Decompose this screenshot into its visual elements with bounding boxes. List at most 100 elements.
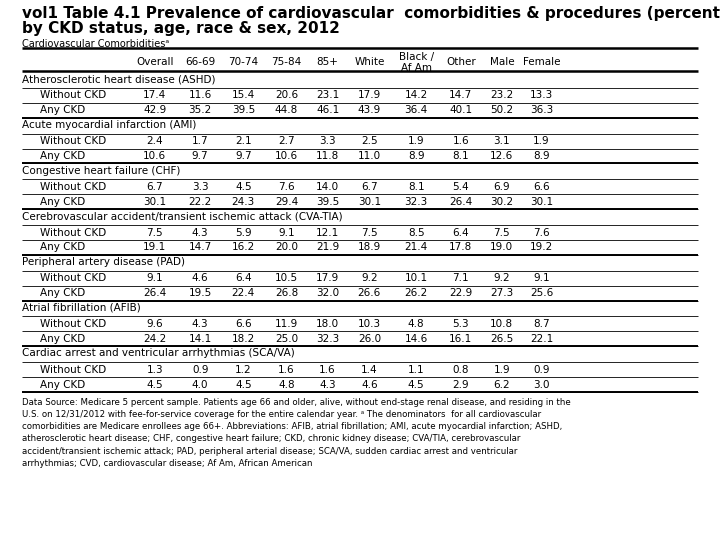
Text: Cerebrovascular accident/transient ischemic attack (CVA-TIA): Cerebrovascular accident/transient ische…: [22, 211, 342, 221]
Text: 17.9: 17.9: [316, 273, 339, 283]
Text: 5.4: 5.4: [452, 182, 469, 192]
Text: 24.3: 24.3: [232, 197, 255, 207]
Text: 9.7: 9.7: [192, 151, 209, 161]
Text: 36.4: 36.4: [405, 105, 428, 115]
Text: 21.4: 21.4: [405, 242, 428, 252]
Text: 1.2: 1.2: [235, 364, 252, 375]
Text: 27.3: 27.3: [490, 288, 513, 298]
Text: 36.3: 36.3: [530, 105, 553, 115]
Text: 2.7: 2.7: [278, 136, 295, 146]
Text: 50.2: 50.2: [490, 105, 513, 115]
Text: Vol 1, CKD, Ch 4: Vol 1, CKD, Ch 4: [303, 513, 417, 526]
Text: Atrial fibrillation (AFIB): Atrial fibrillation (AFIB): [22, 303, 140, 313]
Text: 14.6: 14.6: [405, 334, 428, 344]
Text: Cardiovascular Comorbiditiesᵃ: Cardiovascular Comorbiditiesᵃ: [22, 39, 168, 49]
Text: 4.3: 4.3: [192, 227, 209, 238]
Text: 25.6: 25.6: [530, 288, 553, 298]
Text: 6.7: 6.7: [146, 182, 163, 192]
Text: 35.2: 35.2: [189, 105, 212, 115]
Text: 4.8: 4.8: [408, 319, 425, 329]
Text: 8.9: 8.9: [408, 151, 425, 161]
Text: 39.5: 39.5: [316, 197, 339, 207]
Text: 10.6: 10.6: [275, 151, 298, 161]
Text: Without CKD: Without CKD: [40, 90, 106, 100]
Text: 4.5: 4.5: [235, 380, 252, 389]
Text: Cardiac arrest and ventricular arrhythmias (SCA/VA): Cardiac arrest and ventricular arrhythmi…: [22, 348, 294, 359]
Text: Any CKD: Any CKD: [40, 288, 85, 298]
Text: 4.6: 4.6: [361, 380, 378, 389]
Text: 10.1: 10.1: [405, 273, 428, 283]
Text: 7.6: 7.6: [278, 182, 295, 192]
Text: Female: Female: [523, 57, 560, 67]
Text: Data Source: Medicare 5 percent sample. Patients age 66 and older, alive, withou: Data Source: Medicare 5 percent sample. …: [22, 398, 570, 468]
Text: USRDS: USRDS: [17, 509, 69, 522]
Text: Any CKD: Any CKD: [40, 380, 85, 389]
Text: Af Am: Af Am: [400, 63, 432, 73]
Text: 9.1: 9.1: [533, 273, 550, 283]
Text: 22.4: 22.4: [232, 288, 255, 298]
Text: 23.2: 23.2: [490, 90, 513, 100]
Text: 9.1: 9.1: [278, 227, 295, 238]
Text: 32.3: 32.3: [316, 334, 339, 344]
Text: 1.4: 1.4: [361, 364, 378, 375]
Text: 1.6: 1.6: [319, 364, 336, 375]
Text: 14.7: 14.7: [449, 90, 472, 100]
Text: Without CKD: Without CKD: [40, 273, 106, 283]
Text: 18.2: 18.2: [232, 334, 255, 344]
Text: 20.0: 20.0: [275, 242, 298, 252]
Text: 3.1: 3.1: [493, 136, 510, 146]
Text: 9.1: 9.1: [146, 273, 163, 283]
Text: Any CKD: Any CKD: [40, 334, 85, 344]
Text: 20.6: 20.6: [275, 90, 298, 100]
Text: 13.3: 13.3: [530, 90, 553, 100]
Text: 18.0: 18.0: [316, 319, 339, 329]
Text: 10.8: 10.8: [490, 319, 513, 329]
Text: 22.9: 22.9: [449, 288, 472, 298]
Text: 15.4: 15.4: [232, 90, 255, 100]
Text: 1.3: 1.3: [146, 364, 163, 375]
Text: 66-69: 66-69: [185, 57, 215, 67]
Text: 85+: 85+: [317, 57, 338, 67]
Text: Peripheral artery disease (PAD): Peripheral artery disease (PAD): [22, 257, 184, 267]
Text: 22.2: 22.2: [189, 197, 212, 207]
Text: 22.1: 22.1: [530, 334, 553, 344]
Text: 3.3: 3.3: [192, 182, 209, 192]
Text: 42.9: 42.9: [143, 105, 166, 115]
Text: 8.5: 8.5: [408, 227, 425, 238]
Text: Without CKD: Without CKD: [40, 227, 106, 238]
Text: 19.0: 19.0: [490, 242, 513, 252]
Text: 30.1: 30.1: [143, 197, 166, 207]
Text: by CKD status, age, race & sex, 2012: by CKD status, age, race & sex, 2012: [22, 21, 339, 36]
Text: 6.2: 6.2: [493, 380, 510, 389]
Text: 0.9: 0.9: [192, 364, 208, 375]
Text: 39.5: 39.5: [232, 105, 255, 115]
Text: Any CKD: Any CKD: [40, 197, 85, 207]
Text: 7.6: 7.6: [533, 227, 550, 238]
Text: vol1 Table 4.1 Prevalence of cardiovascular  comorbidities & procedures (percent: vol1 Table 4.1 Prevalence of cardiovascu…: [22, 6, 720, 21]
Text: 0.8: 0.8: [453, 364, 469, 375]
Text: 26.4: 26.4: [143, 288, 166, 298]
Text: 1.9: 1.9: [493, 364, 510, 375]
Text: Any CKD: Any CKD: [40, 242, 85, 252]
Text: 9.6: 9.6: [146, 319, 163, 329]
Text: 12.1: 12.1: [316, 227, 339, 238]
Text: 19.2: 19.2: [530, 242, 553, 252]
Text: 17.4: 17.4: [143, 90, 166, 100]
Text: 40.1: 40.1: [449, 105, 472, 115]
Text: 4.8: 4.8: [278, 380, 295, 389]
Text: Without CKD: Without CKD: [40, 136, 106, 146]
Text: 9.7: 9.7: [235, 151, 252, 161]
Text: 8.1: 8.1: [408, 182, 425, 192]
Text: 30.2: 30.2: [490, 197, 513, 207]
Text: 16.2: 16.2: [232, 242, 255, 252]
Text: 6.6: 6.6: [235, 319, 252, 329]
Text: 9.2: 9.2: [493, 273, 510, 283]
Text: 7.5: 7.5: [146, 227, 163, 238]
Text: Male: Male: [490, 57, 514, 67]
Text: 10.6: 10.6: [143, 151, 166, 161]
Text: 29.4: 29.4: [275, 197, 298, 207]
Text: 4.3: 4.3: [192, 319, 209, 329]
Text: Without CKD: Without CKD: [40, 364, 106, 375]
Text: 5.3: 5.3: [452, 319, 469, 329]
Text: Atherosclerotic heart disease (ASHD): Atherosclerotic heart disease (ASHD): [22, 74, 215, 84]
